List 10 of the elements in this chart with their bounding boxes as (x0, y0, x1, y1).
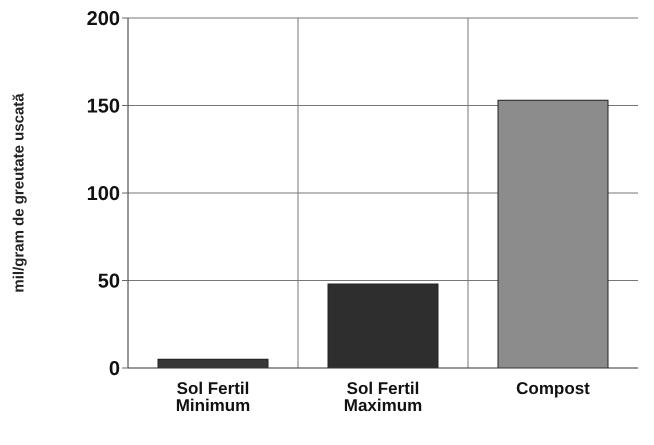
y-axis-title: mil/gram de greutate uscată (10, 92, 28, 293)
y-tick-label: 0 (108, 358, 120, 380)
y-tick-label: 150 (86, 96, 120, 118)
y-tick-label: 200 (86, 8, 120, 30)
bar (498, 100, 608, 368)
y-tick-label: 50 (98, 270, 120, 293)
y-tick-label: 100 (86, 183, 120, 206)
x-tick-label: Sol Fertil Maximum (344, 379, 422, 416)
x-tick-label: Compost (516, 379, 590, 398)
x-tick-label: Sol Fertil Minimum (176, 379, 250, 416)
